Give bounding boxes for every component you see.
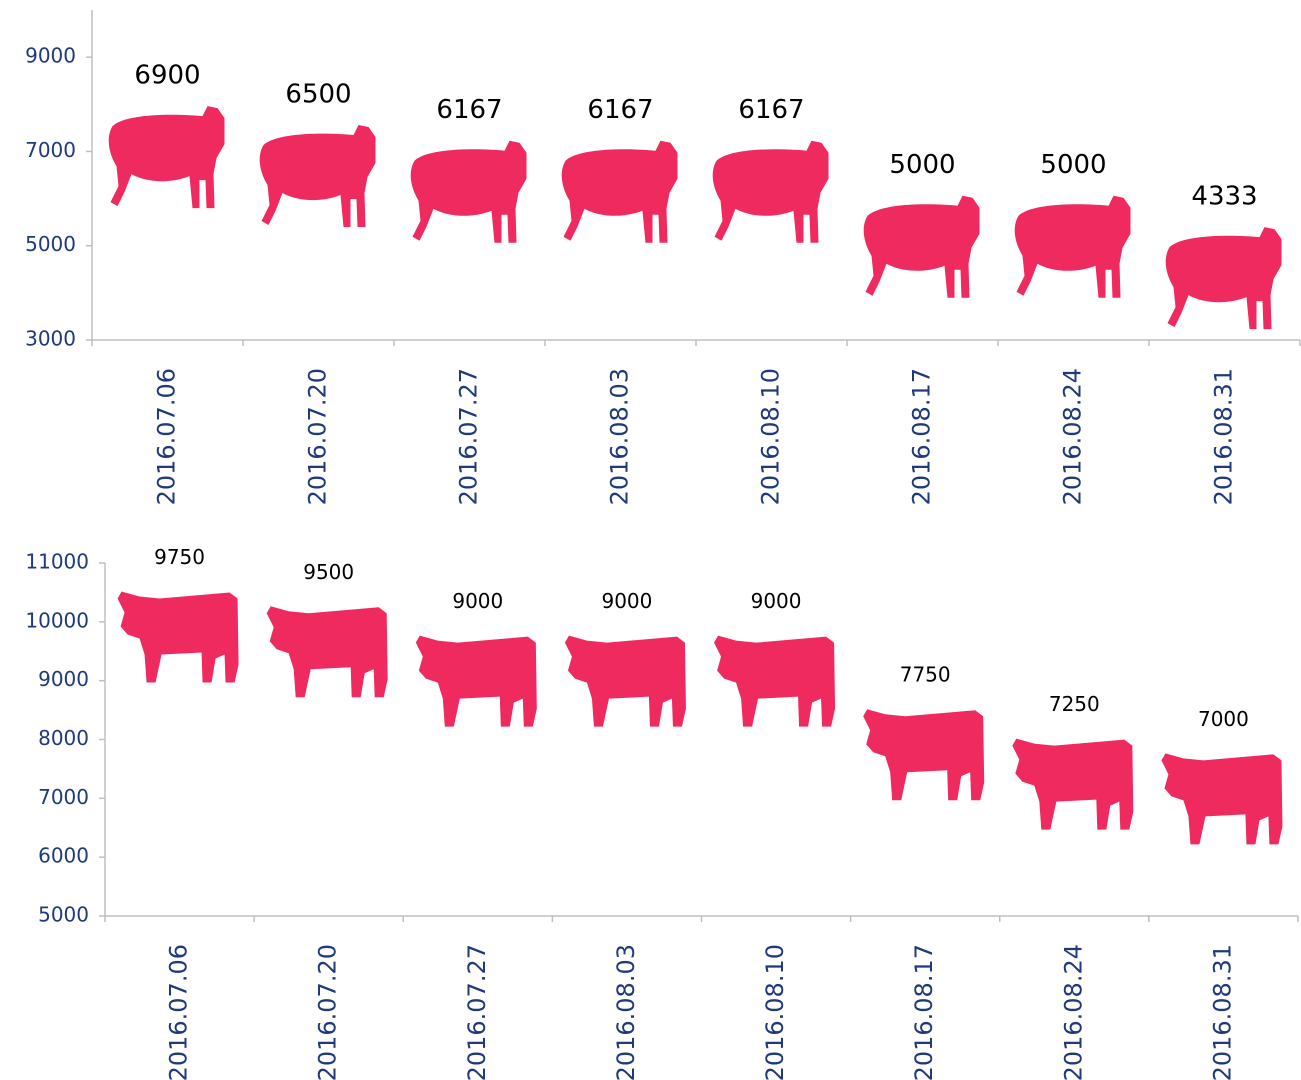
x-tick-label: 2016.07.27	[455, 368, 483, 505]
data-label: 9000	[601, 589, 652, 613]
data-label: 7750	[900, 663, 951, 687]
pictogram	[562, 141, 678, 243]
data-label: 6900	[134, 61, 200, 91]
x-tick-label: 2016.08.24	[1059, 368, 1087, 505]
x-tick-label: 2016.08.24	[1059, 944, 1087, 1080]
x-tick-label: 2016.07.20	[304, 368, 332, 505]
y-tick-label: 9000	[38, 667, 89, 691]
y-tick-label: 5000	[25, 232, 76, 256]
x-tick-label: 2016.07.06	[153, 368, 181, 505]
pictogram	[714, 636, 835, 727]
pictogram	[411, 141, 527, 243]
y-tick-label: 3000	[25, 327, 76, 351]
chart: 3000 5000 7000 9000 6900 2016.07.06 6500 2016.0…	[25, 10, 1300, 505]
y-tick-label: 7000	[38, 785, 89, 809]
pictogram	[713, 141, 829, 243]
data-label: 7250	[1049, 692, 1100, 716]
pictogram	[1012, 739, 1133, 830]
pictogram	[565, 636, 686, 727]
data-label: 6167	[738, 95, 804, 125]
y-tick-label: 11000	[25, 550, 89, 574]
data-label: 9500	[303, 560, 354, 584]
y-tick-label: 5000	[38, 903, 89, 927]
data-label: 5000	[889, 150, 955, 180]
chart: 5000 6000 7000 8000 9000 10000 11000 9750 2016.0…	[25, 545, 1298, 1080]
pictogram	[863, 709, 984, 800]
pictogram	[118, 592, 239, 683]
y-tick-label: 10000	[25, 608, 89, 632]
x-tick-label: 2016.08.10	[761, 944, 789, 1080]
x-tick-label: 2016.08.03	[612, 944, 640, 1080]
y-tick-label: 9000	[25, 44, 76, 68]
pictogram	[1166, 227, 1282, 329]
data-label: 9000	[452, 589, 503, 613]
page: 3000 5000 7000 9000 6900 2016.07.06 6500 2016.0…	[0, 0, 1301, 1080]
y-tick-label: 6000	[38, 844, 89, 868]
x-tick-label: 2016.08.10	[757, 368, 785, 505]
data-label: 6500	[285, 80, 351, 110]
data-label: 5000	[1040, 150, 1106, 180]
pictogram	[260, 125, 376, 227]
data-label: 9750	[154, 545, 205, 569]
x-tick-label: 2016.07.06	[165, 944, 193, 1080]
pictogram	[109, 106, 225, 208]
data-label: 6167	[436, 95, 502, 125]
y-tick-label: 7000	[25, 138, 76, 162]
data-label: 6167	[587, 95, 653, 125]
data-label: 7000	[1198, 707, 1249, 731]
x-tick-label: 2016.08.17	[910, 944, 938, 1080]
pictogram	[1161, 753, 1282, 844]
pictogram	[267, 606, 388, 697]
x-tick-label: 2016.07.27	[463, 944, 491, 1080]
pictogram	[416, 636, 537, 727]
x-tick-label: 2016.08.31	[1208, 944, 1236, 1080]
x-tick-label: 2016.08.03	[606, 368, 634, 505]
x-tick-label: 2016.08.31	[1210, 368, 1238, 505]
x-tick-label: 2016.08.17	[908, 368, 936, 505]
pictogram	[864, 196, 980, 298]
data-label: 4333	[1191, 182, 1257, 212]
data-label: 9000	[751, 589, 802, 613]
x-tick-label: 2016.07.20	[314, 944, 342, 1080]
y-tick-label: 8000	[38, 726, 89, 750]
pictogram	[1015, 196, 1131, 298]
